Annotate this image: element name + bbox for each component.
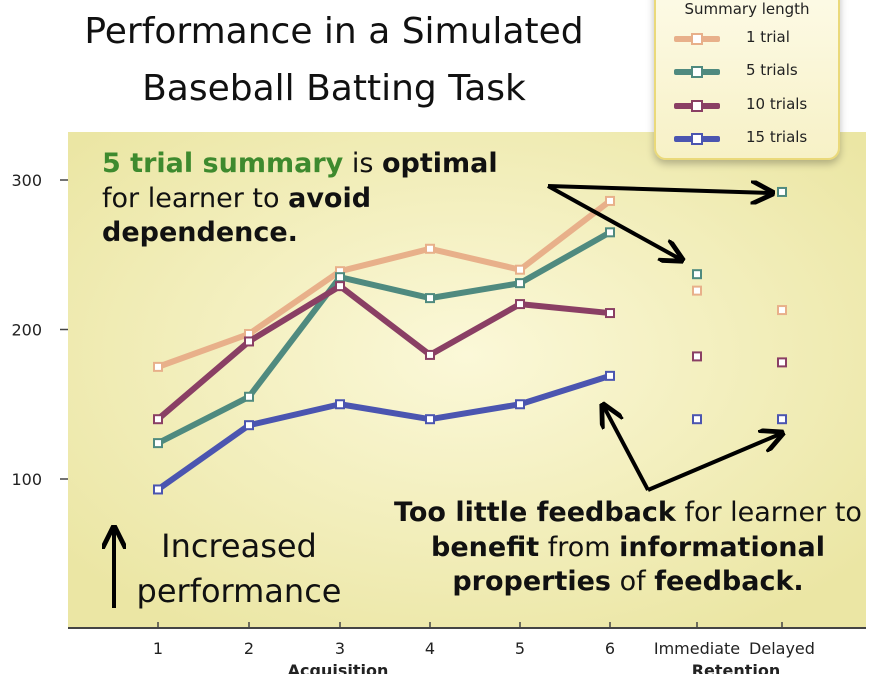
annotation-text: avoid dependence. — [102, 182, 372, 249]
x-tick-label: 5 — [515, 639, 525, 658]
legend-marker — [691, 33, 703, 45]
data-point-5-trials — [335, 272, 345, 283]
data-point-15-trials — [153, 484, 163, 495]
annotation-text: optimal — [381, 148, 498, 179]
data-point-10-trials — [692, 351, 702, 362]
data-point-15-trials — [335, 399, 345, 410]
legend-item-10-trials: 10 trials — [674, 95, 834, 115]
arrow-to-acquisition-15 — [604, 407, 650, 491]
y-tick-label: 200 — [11, 321, 42, 340]
data-point-1-trial — [425, 243, 435, 254]
x-tick-label: Immediate — [654, 639, 740, 658]
arrow-to-delayed-15 — [647, 434, 780, 492]
legend-label: 1 trial — [746, 28, 790, 46]
arrow-to-delayed — [547, 186, 770, 193]
series-line-1-trial — [155, 197, 613, 370]
x-tick-label: 4 — [425, 639, 435, 658]
legend-title: Summary length — [684, 0, 810, 18]
chart-title-line1: Performance in a Simulated — [84, 11, 584, 52]
data-point-5-trials — [692, 269, 702, 280]
legend-item-1-trial: 1 trial — [674, 28, 834, 48]
series-line-5-trials — [155, 229, 613, 447]
x-tick-label: 2 — [244, 639, 254, 658]
annotation-text: of — [611, 566, 655, 598]
legend-marker — [691, 66, 703, 78]
annotation-text: for learner to — [675, 497, 862, 528]
legend-marker — [691, 100, 703, 112]
data-point-5-trials — [515, 278, 525, 289]
data-point-10-trials — [425, 349, 435, 360]
chart-title-line2: Baseball Batting Task — [142, 68, 526, 109]
annotation-text: 5 trial summary — [102, 148, 344, 179]
data-point-1-trial — [692, 285, 702, 296]
data-point-10-trials — [515, 299, 525, 310]
legend-label: 10 trials — [746, 95, 808, 113]
data-point-1-trial — [515, 264, 525, 275]
annotation-text: is — [343, 148, 382, 179]
legend-marker — [691, 133, 703, 145]
arrow-to-immediate — [547, 184, 680, 259]
data-point-15-trials — [777, 414, 787, 425]
data-point-15-trials — [692, 414, 702, 425]
legend-label: 5 trials — [746, 61, 798, 79]
data-point-15-trials — [515, 399, 525, 410]
annotation-text: informational properties — [452, 531, 825, 598]
data-point-1-trial — [605, 195, 615, 206]
annotation-text: feedback. — [654, 566, 804, 598]
x-group-label-retention: Retention — [692, 661, 781, 674]
data-point-5-trials — [605, 227, 615, 238]
legend-label: 15 trials — [746, 128, 808, 146]
annotation-too-little-feedback: Too little feedback for learner to benef… — [386, 496, 870, 600]
data-point-15-trials — [244, 420, 254, 431]
annotation-text: benefit — [431, 531, 540, 563]
annotation-text: from — [539, 531, 620, 563]
data-point-5-trials — [244, 391, 254, 402]
x-tick-label: 1 — [153, 639, 163, 658]
data-point-10-trials — [153, 414, 163, 425]
legend: Summary length 1 trial 5 trials 10 trial… — [654, 0, 840, 160]
legend-item-15-trials: 15 trials — [674, 128, 834, 148]
y-tick-label: 100 — [11, 470, 42, 489]
annotation-increased-performance: Increased performance — [136, 527, 342, 610]
data-point-5-trials — [777, 186, 787, 197]
data-point-10-trials — [244, 336, 254, 347]
x-group-label-acquisition: Acquisition — [288, 661, 389, 674]
series-line-15-trials — [155, 372, 613, 493]
data-point-10-trials — [605, 308, 615, 319]
data-point-1-trial — [777, 305, 787, 316]
data-point-15-trials — [605, 370, 615, 381]
y-tick-label: 300 — [11, 171, 42, 190]
x-tick-label: 6 — [605, 639, 615, 658]
annotation-optimal: 5 trial summary is optimal for learner t… — [102, 147, 542, 251]
data-point-10-trials — [335, 281, 345, 292]
data-point-5-trials — [153, 438, 163, 449]
data-point-10-trials — [777, 357, 787, 368]
annotation-text: for learner to — [102, 182, 289, 214]
x-tick-label: Delayed — [749, 639, 815, 658]
legend-item-5-trials: 5 trials — [674, 61, 834, 81]
series-line-10-trials — [155, 283, 613, 423]
data-point-15-trials — [425, 414, 435, 425]
arrows — [114, 186, 780, 608]
x-tick-label: 3 — [335, 639, 345, 658]
annotation-text: Too little feedback — [394, 497, 676, 528]
data-point-5-trials — [425, 293, 435, 304]
data-point-1-trial — [153, 361, 163, 372]
